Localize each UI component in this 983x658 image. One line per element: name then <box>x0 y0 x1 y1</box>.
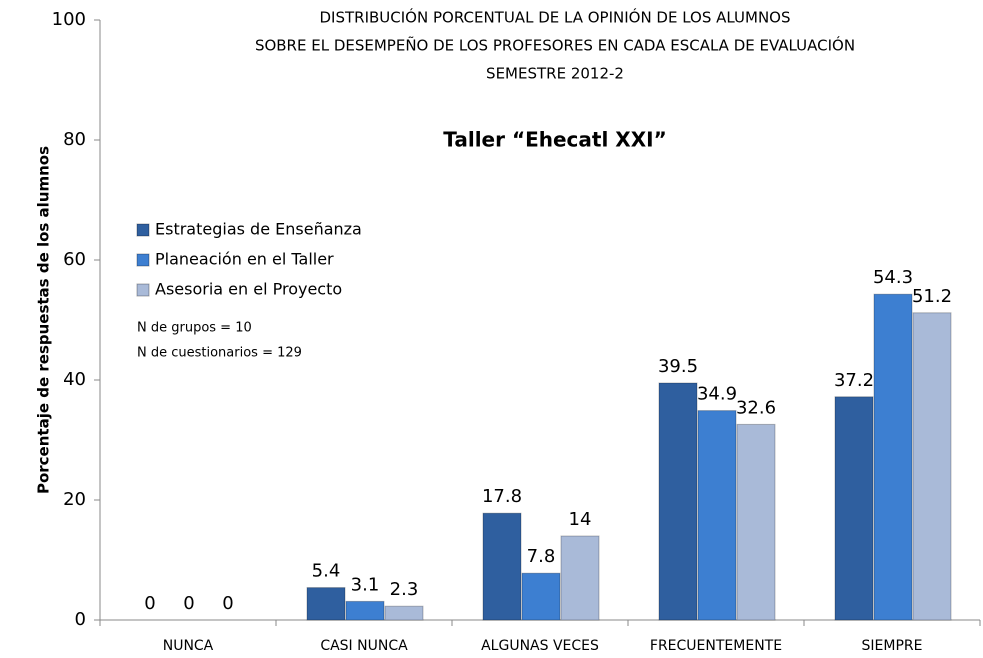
value-label: 14 <box>569 509 592 530</box>
bar <box>697 410 737 621</box>
legend-marker <box>136 253 150 267</box>
bar <box>521 572 561 621</box>
x-tick-label: FRECUENTEMENTE <box>650 638 782 654</box>
value-label: 7.8 <box>527 546 556 567</box>
bar <box>834 396 874 621</box>
value-label: 17.8 <box>482 486 522 507</box>
value-label: 54.3 <box>873 267 913 288</box>
chart-title: SEMESTRE 2012-2 <box>486 65 624 83</box>
value-label: 5.4 <box>312 561 341 582</box>
bar <box>345 600 385 621</box>
chart-title: DISTRIBUCIÓN PORCENTUAL DE LA OPINIÓN DE… <box>320 8 791 27</box>
y-tick-label: 60 <box>63 249 86 270</box>
legend-marker <box>136 283 150 297</box>
legend-label: Planeación en el Taller <box>155 250 334 269</box>
legend-label: Asesoria en el Proyecto <box>155 280 342 299</box>
annotation: N de cuestionarios = 129 <box>137 346 302 361</box>
chart-title: SOBRE EL DESEMPEÑO DE LOS PROFESORES EN … <box>255 36 855 55</box>
bar <box>560 535 600 621</box>
value-label: 32.6 <box>736 397 776 418</box>
value-label: 0 <box>183 593 194 614</box>
value-label: 39.5 <box>658 356 698 377</box>
legend-marker <box>136 223 150 237</box>
value-label: 0 <box>222 593 233 614</box>
y-axis-label: Porcentaje de respuestas de los alumnos <box>35 146 53 494</box>
value-label: 37.2 <box>834 370 874 391</box>
value-label: 0 <box>144 593 155 614</box>
bar <box>912 312 952 621</box>
y-tick-label: 80 <box>63 129 86 150</box>
bar <box>482 512 522 621</box>
bar <box>736 423 776 621</box>
value-label: 34.9 <box>697 384 737 405</box>
bar <box>873 293 913 621</box>
value-label: 51.2 <box>912 286 952 307</box>
bar <box>306 587 346 621</box>
y-tick-label: 20 <box>63 489 86 510</box>
chart-subtitle: Taller “Ehecatl XXI” <box>443 128 666 152</box>
x-tick-label: CASI NUNCA <box>320 638 408 654</box>
x-tick-label: SIEMPRE <box>862 638 923 654</box>
legend-label: Estrategias de Enseñanza <box>155 220 362 239</box>
annotation: N de grupos = 10 <box>137 321 252 336</box>
y-tick-label: 40 <box>63 369 86 390</box>
value-label: 2.3 <box>390 579 419 600</box>
x-tick-label: NUNCA <box>163 638 214 654</box>
bar <box>384 605 424 621</box>
bar <box>658 382 698 621</box>
y-tick-label: 100 <box>52 9 86 30</box>
x-tick-label: ALGUNAS VECES <box>481 638 599 654</box>
y-tick-label: 0 <box>75 609 86 630</box>
value-label: 3.1 <box>351 574 380 595</box>
